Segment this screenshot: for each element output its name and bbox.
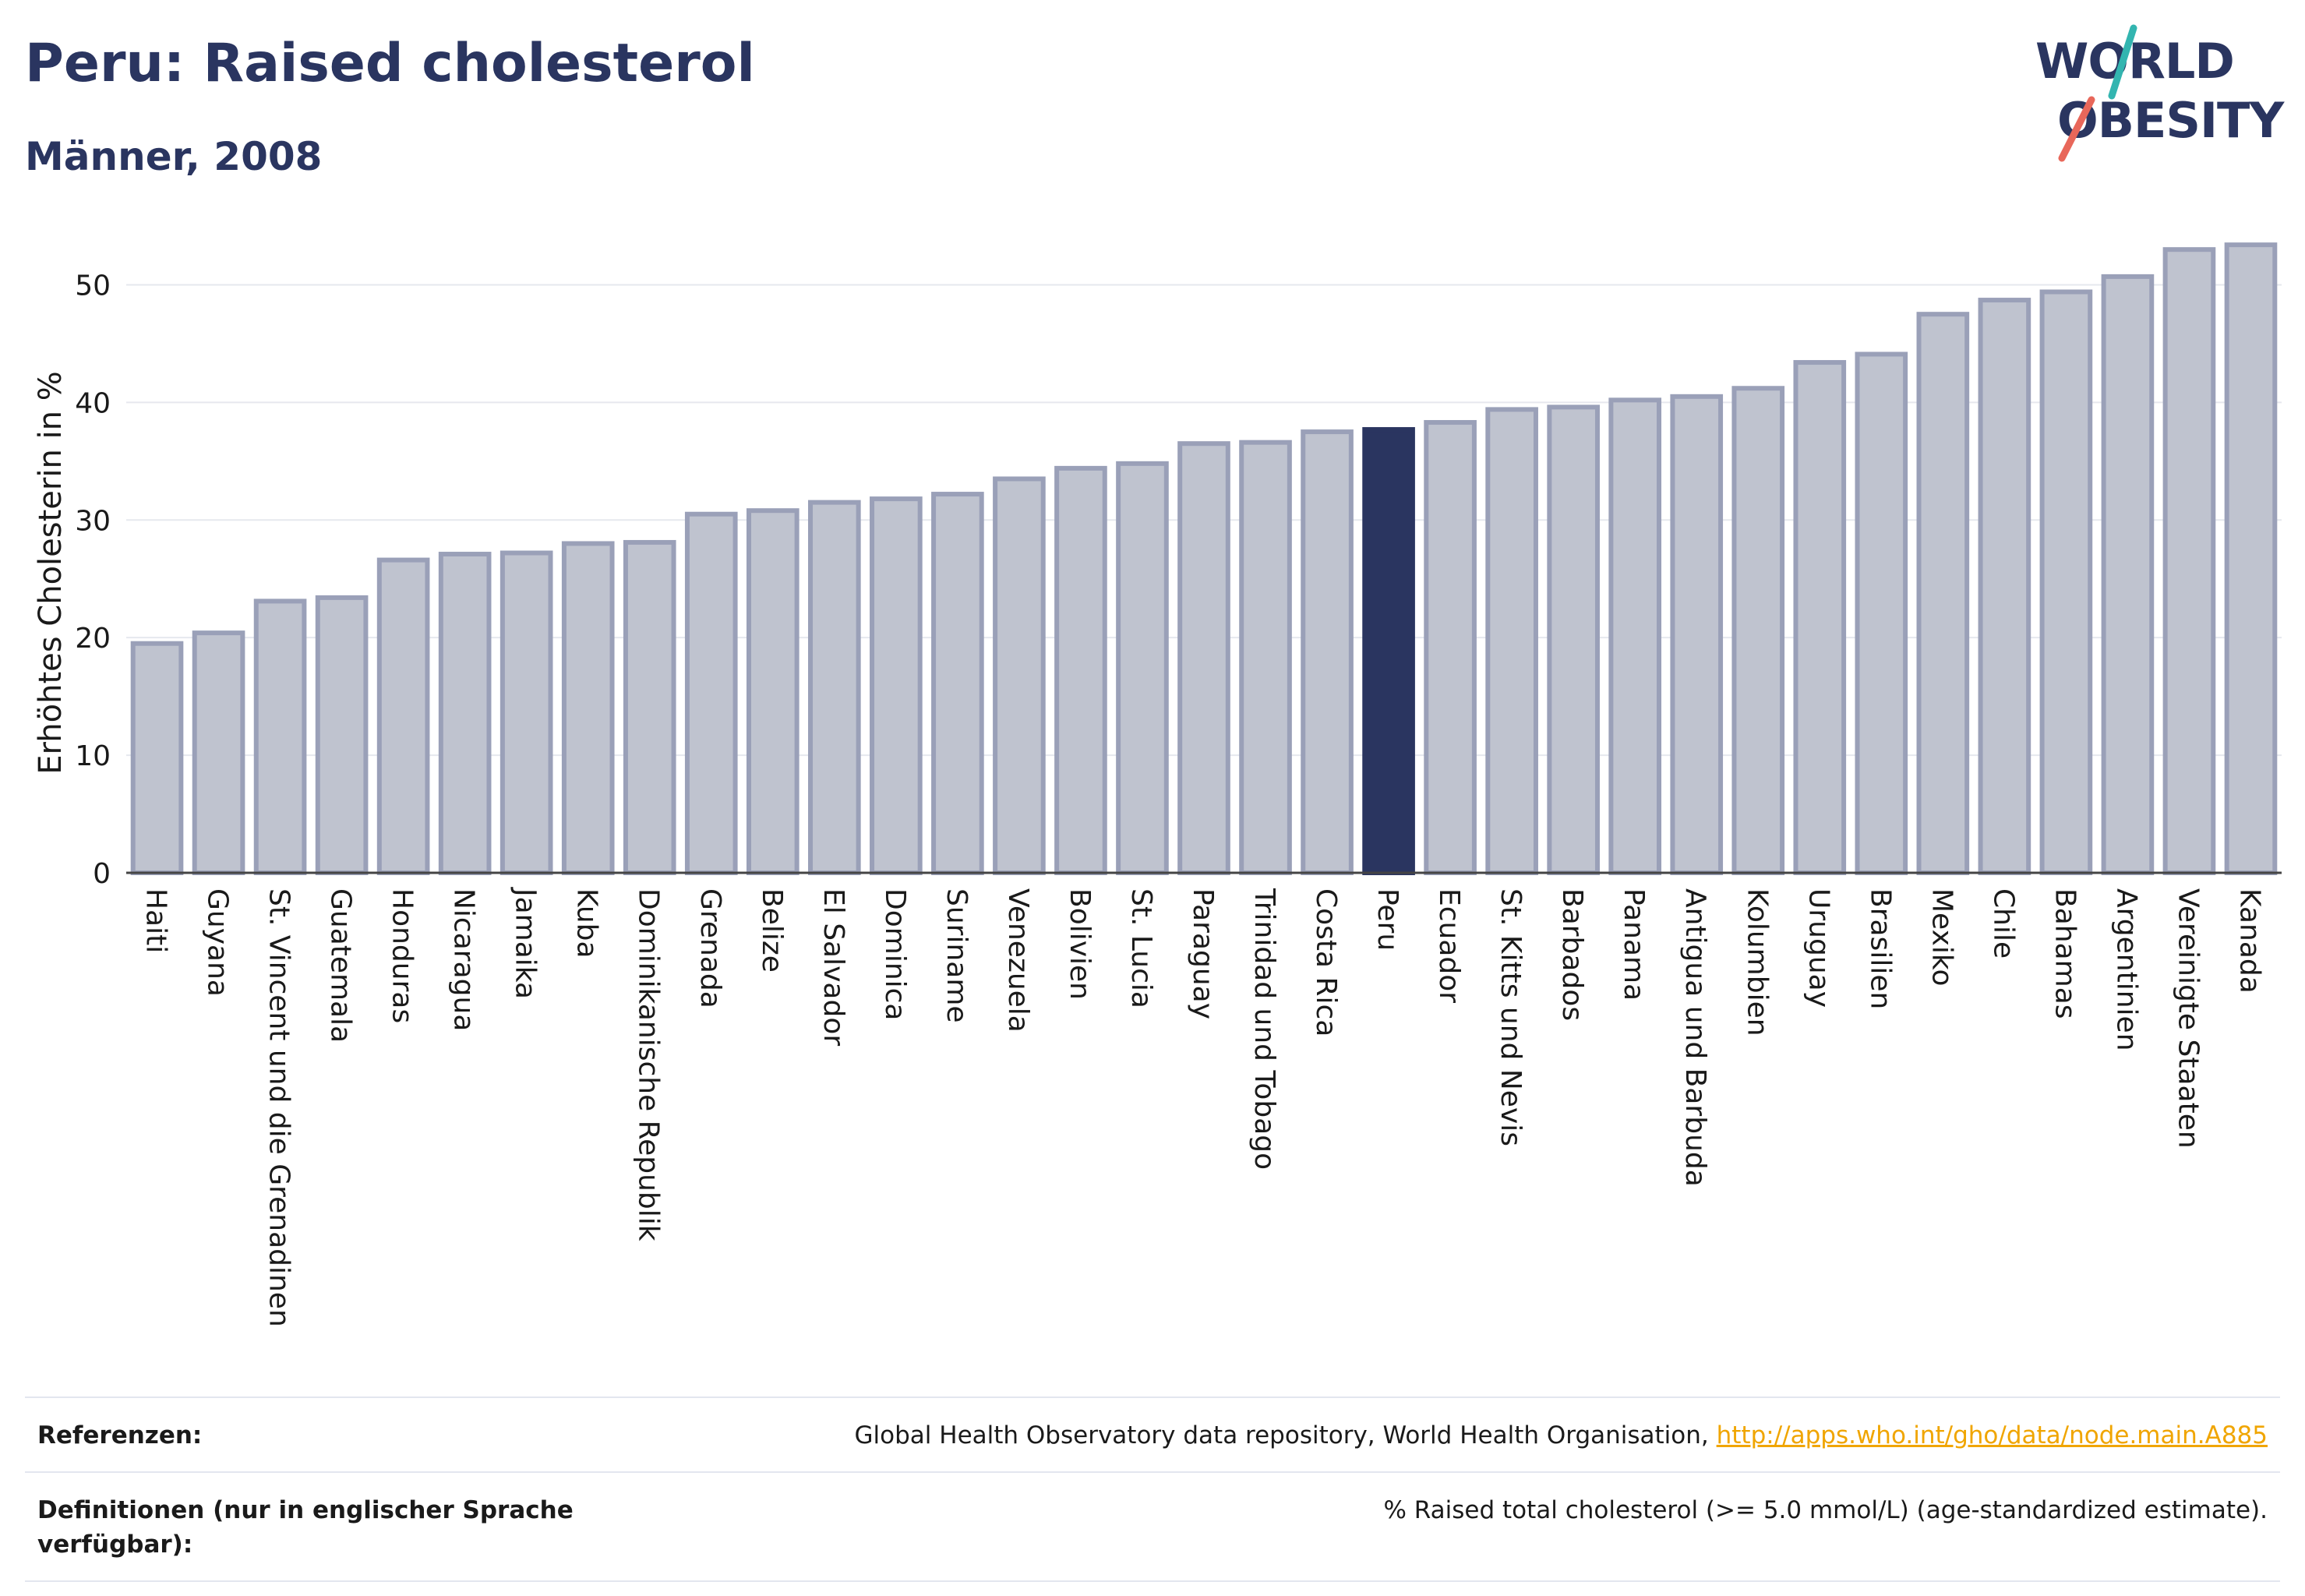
bar [376,557,430,876]
y-tick-label: 10 [75,740,111,772]
bar [1670,394,1724,875]
bar [192,630,245,875]
bar [1916,312,1970,875]
x-tick-label: Guyana [202,888,234,997]
bar [993,476,1046,875]
references-row: Referenzen: Global Health Observatory da… [25,1396,2280,1471]
x-tick-label: Dominica [879,888,911,1021]
bars [130,242,2278,876]
x-tick-label: Uruguay [1802,888,1834,1008]
y-tick-label: 0 [93,858,111,890]
bar [1855,351,1908,875]
x-tick-label: St. Kitts und Nevis [1495,888,1527,1146]
x-tick-label: Suriname [941,888,972,1023]
y-axis-label: Erhöhtes Cholesterin in % [33,371,69,774]
definitions-label: Definitionen (nur in englischer Sprache … [37,1496,574,1559]
bar [870,496,923,875]
y-tick-label: 40 [75,387,111,419]
x-tick-label: Brasilien [1864,888,1896,1009]
bar [2162,247,2216,875]
bar [1547,404,1600,875]
y-tick-label: 50 [75,270,111,302]
logo-slash-coral [2058,96,2095,162]
bar [1978,298,2031,875]
bar [746,508,800,875]
references-link[interactable]: http://apps.who.int/gho/data/node.main.A… [1716,1421,2268,1449]
x-tick-label: Trinidad und Tobago [1248,888,1280,1170]
x-tick-label: Peru [1371,888,1403,951]
bar [684,511,738,876]
bar [1731,386,1785,876]
bar [623,539,676,875]
x-tick-label: Guatemala [325,888,357,1043]
bar [2224,242,2278,875]
bar [1054,465,1107,875]
x-tick-label: Barbados [1556,888,1588,1021]
bar [1116,461,1169,875]
logo-line-2: OBESITY [2057,92,2285,149]
bar [1424,420,1477,875]
page-subtitle: Männer, 2008 [25,134,323,179]
x-tick-label: St. Vincent und die Grenadinen [263,888,295,1327]
x-tick-label: Kanada [2233,888,2265,994]
x-tick-label: Costa Rica [1310,888,1342,1036]
bar [931,492,984,876]
x-tick-label: Kolumbien [1741,888,1773,1036]
bar [2101,274,2155,875]
bar [315,595,369,875]
x-tick-label: Vereinigte Staaten [2172,888,2204,1149]
page-title: Peru: Raised cholesterol [25,33,755,94]
x-tick-label: Ecuador [1433,888,1465,1003]
x-tick-label: St. Lucia [1125,888,1157,1008]
y-tick-label: 20 [75,623,111,655]
x-tick-label: Chile [1987,888,2019,959]
x-tick-label: Panama [1618,888,1650,1001]
bar [1362,427,1415,875]
bar [808,500,861,875]
bar [1608,397,1662,875]
bar [438,552,492,875]
definitions-value: % Raised total cholesterol (>= 5.0 mmol/… [1383,1496,2268,1524]
bar [2039,289,2093,875]
x-tick-label: Haiti [140,888,172,953]
references-label: Referenzen: [37,1421,203,1449]
bar [561,541,615,875]
references-text: Global Health Observatory data repositor… [854,1421,1717,1449]
x-tick-label: Antigua und Barbuda [1679,888,1711,1187]
x-tick-label: Mexiko [1926,888,1957,986]
x-tick-label: Jamaika [510,887,542,999]
references-value: Global Health Observatory data repositor… [855,1418,2268,1453]
logo-slash-teal [2108,24,2137,100]
x-tick-label: Bolivien [1064,888,1096,1000]
bar [1239,440,1292,875]
bar [1793,360,1847,875]
world-obesity-logo: WORLD OBESITY [2035,24,2286,162]
bar [253,598,307,876]
bar [130,641,184,876]
x-tick-label: Honduras [387,888,418,1023]
x-tick-label: El Salvador [817,888,849,1046]
bar [499,550,553,875]
labels: Haiti Guyana St. Vincent und die Grenadine… [140,887,2266,1327]
axes: 0 10 20 30 40 50 Erhöhtes Cholesterin in % [33,270,2282,890]
definitions-row: Definitionen (nur in englischer Sprache … [25,1471,2280,1582]
bar [1301,429,1354,875]
x-tick-label: Belize [756,888,788,973]
footer: Referenzen: Global Health Observatory da… [25,1396,2280,1582]
x-tick-label: Dominikanische Republik [633,888,665,1241]
bar-chart: 0 10 20 30 40 50 Erhöhtes Cholesterin in % Hai… [33,242,2282,1327]
logo-line-1: WORLD [2035,33,2234,90]
x-tick-label: Bahamas [2049,888,2081,1019]
x-tick-label: Argentinien [2110,888,2142,1051]
x-tick-label: Nicaragua [448,888,480,1031]
x-tick-label: Paraguay [1187,888,1219,1019]
x-tick-label: Kuba [571,888,603,959]
bar [1177,441,1230,875]
x-tick-label: Venezuela [1002,888,1034,1033]
x-tick-label: Grenada [694,888,726,1008]
bar [1485,407,1538,875]
y-tick-label: 30 [75,505,111,537]
